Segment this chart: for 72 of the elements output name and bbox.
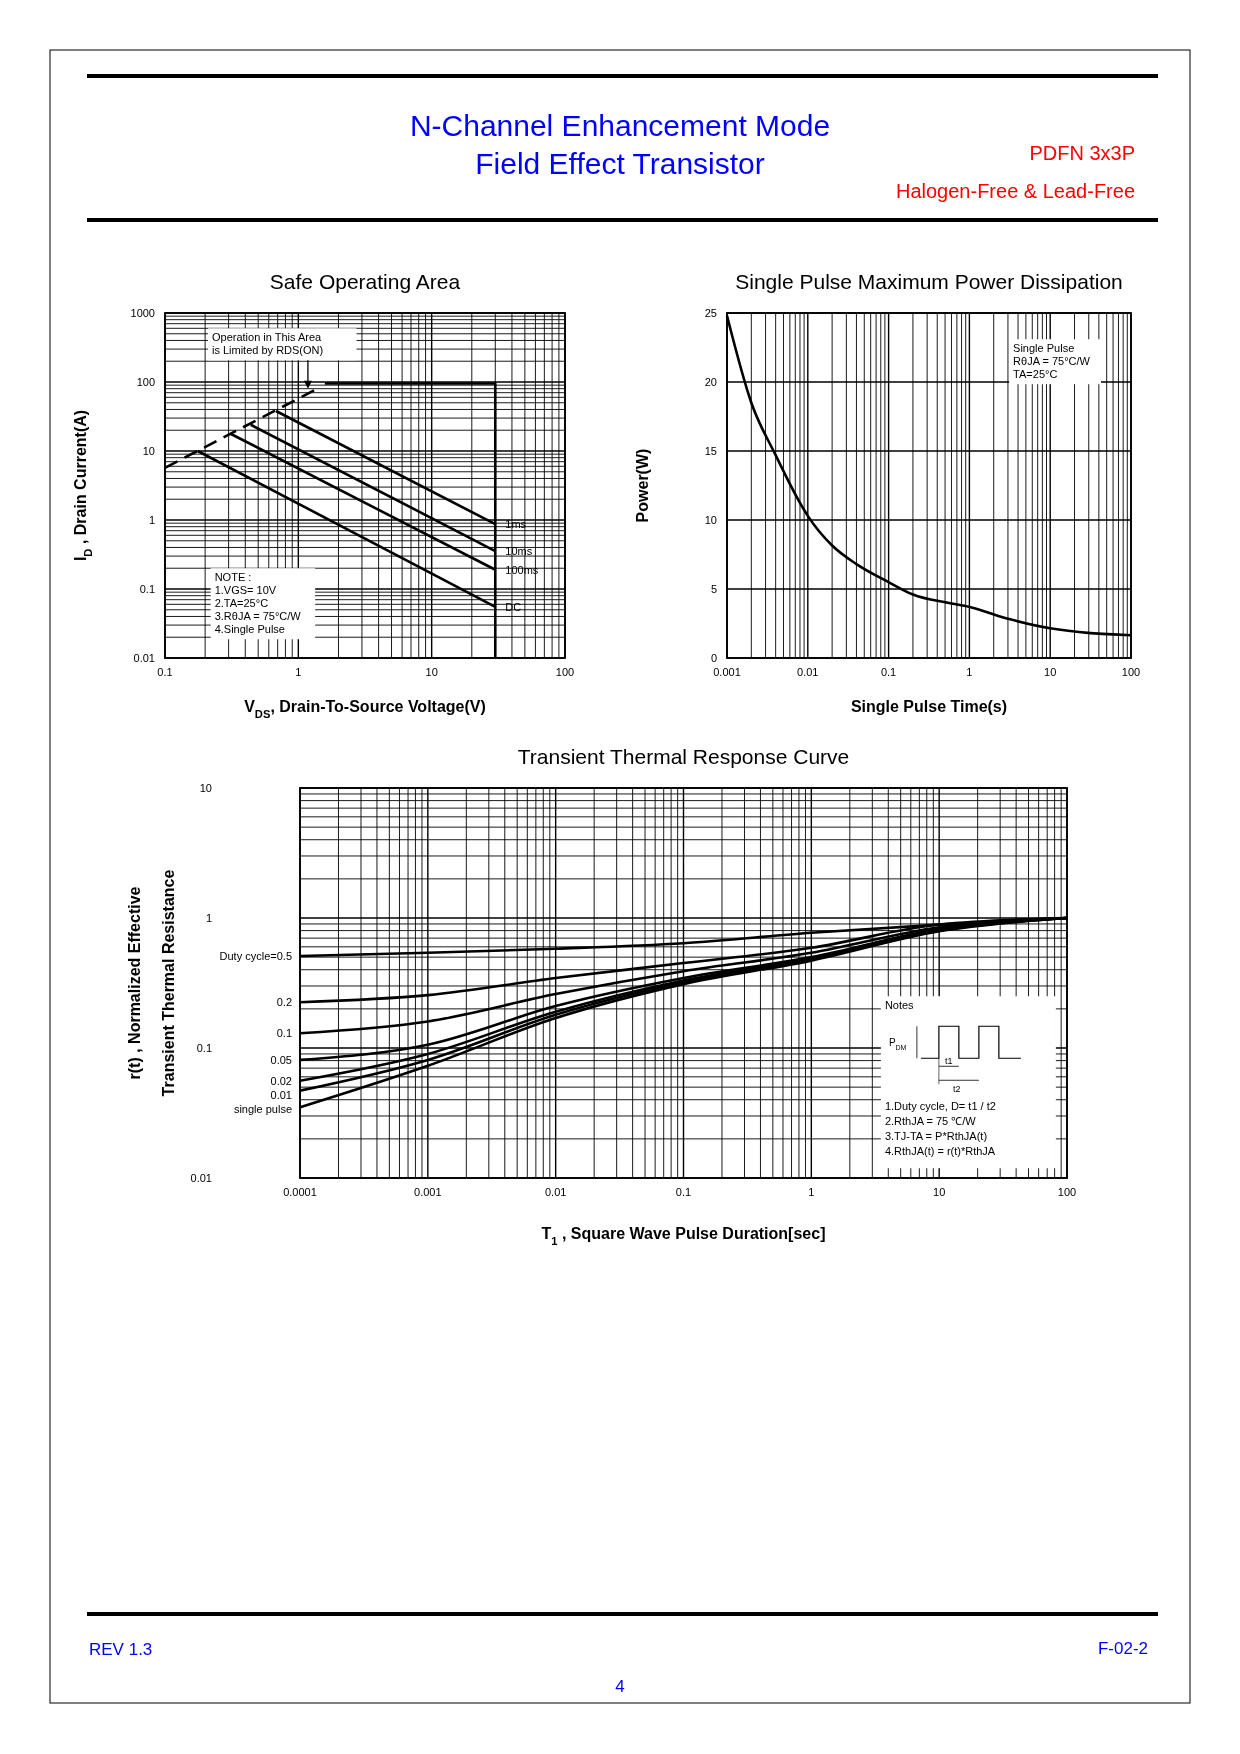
chart-title: Single Pulse Maximum Power Dissipation [735,270,1123,293]
annotation: Notes [884,999,915,1012]
annotation: 2.TA=25°C [214,597,269,610]
y-tick-label: 10 [142,445,155,457]
x-tick-label: 100 [1121,666,1141,678]
annotation: 2.RthJA = 75 ℃/W [884,1115,977,1128]
annotation: Single Pulse [1013,342,1075,355]
y-tick-label: 0.1 [196,1042,212,1054]
y-tick-label: 10 [199,782,212,794]
text: REV 1.3 [89,1640,153,1659]
series-label: 0.2 [276,996,292,1009]
y-tick-label: 1 [148,514,155,526]
y-tick-label: 10 [704,514,717,526]
x-tick-label: 10 [1044,666,1057,678]
annotation: P$_{DM}$ [888,1037,907,1051]
y-tick-label: 0.01 [190,1172,212,1184]
x-axis-title: V$_{DS}$, Drain-To-Source Voltage(V) [244,698,486,720]
text: 4 [615,1677,625,1696]
x-tick-label: 1 [808,1186,815,1198]
x-tick-label: 0.1 [880,666,897,678]
annotation: NOTE : [214,571,252,584]
x-tick-label: 1 [295,666,302,678]
text: Halogen-Free & Lead-Free [895,180,1135,202]
chart-title: Transient Thermal Response Curve [517,745,850,768]
y-tick-label: 1 [205,912,212,924]
y-tick-label: 0.01 [133,652,155,664]
y-tick-label: 25 [704,307,717,319]
series-label: 0.01 [270,1088,292,1101]
x-tick-label: 0.1 [157,666,173,678]
annotation: 3.TJ-TA = P*RthJA(t) [884,1130,988,1143]
y-tick-label: 100 [136,376,155,388]
annotation: t1 [944,1056,953,1067]
series-label: 0.02 [270,1074,292,1087]
y-axis-title: r(t) , Normalized Effective Transient Thermal Resistance [126,869,177,1097]
series-label: 0.1 [276,1027,292,1040]
x-tick-label: 100 [1057,1186,1077,1198]
x-tick-label: 0.01 [544,1186,567,1198]
y-tick-label: 0 [710,652,717,664]
annotation: 4.RthJA(t) = r(t)*RthJA [884,1145,996,1158]
x-tick-label: 10 [933,1186,946,1198]
annotation: 1.VGS= 10V [214,584,277,597]
x-tick-label: 0.01 [797,666,819,678]
series-label: Duty cycle=0.5 [219,950,292,963]
x-axis-title: Single Pulse Time(s) [850,698,1008,715]
y-tick-label: 20 [704,376,717,388]
x-tick-label: 10 [425,666,438,678]
series-label: single pulse [233,1102,292,1115]
x-tick-label: 100 [555,666,575,678]
x-tick-label: 0.001 [713,666,741,678]
annotation: is Limited by RDS(ON) [211,344,324,357]
x-axis-title: T$_{1}$ , Square Wave Pulse Duration[sec] [541,1225,826,1247]
annotation: t2 [952,1084,961,1095]
x-tick-label: 1 [966,666,973,678]
annotation: 4.Single Pulse [214,623,285,636]
annotation: 3.RθJA = 75°C/W [214,610,302,623]
y-tick-label: 5 [710,583,717,595]
text: PDFN 3x3P [1029,142,1135,164]
annotation: RθJA = 75°C/W [1013,355,1091,368]
y-axis-title: Power(W) [634,448,651,523]
y-tick-label: 1000 [130,307,155,319]
y-tick-label: 0.1 [139,583,155,595]
annotation: Operation in This Area [211,331,323,344]
annotation: 1.Duty cycle, D= t1 / t2 [884,1100,996,1113]
x-tick-label: 0.1 [675,1186,692,1198]
text: N-Channel Enhancement Mode Field Effect Transistor [409,109,831,180]
text: F-02-2 [1097,1639,1148,1658]
x-tick-label: 0.001 [414,1186,442,1198]
series-label: 0.05 [270,1053,292,1066]
chart-title: Safe Operating Area [269,270,461,293]
annotation: TA=25°C [1013,368,1058,381]
y-tick-label: 15 [704,445,717,457]
x-tick-label: 0.0001 [283,1186,317,1198]
